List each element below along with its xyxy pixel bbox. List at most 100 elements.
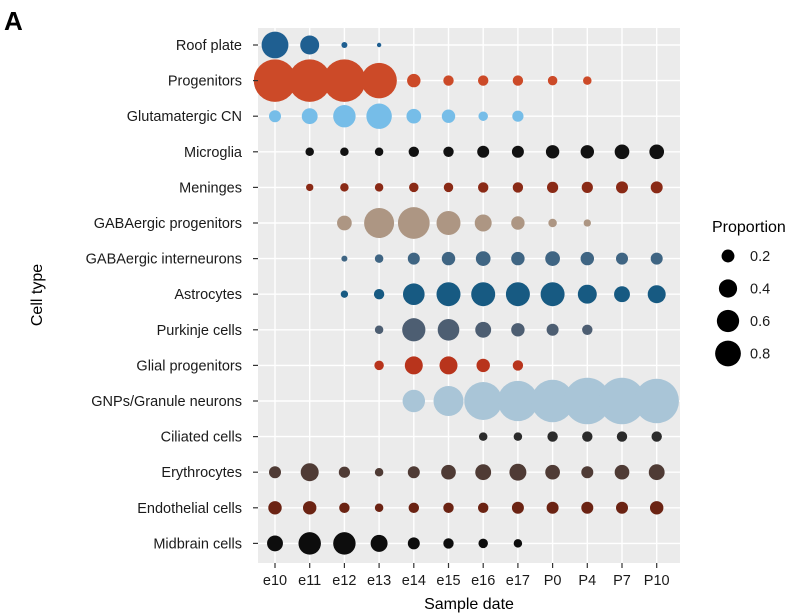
panel-letter: A <box>4 6 23 36</box>
data-point <box>478 538 488 549</box>
data-point <box>269 110 281 123</box>
data-point <box>511 145 524 158</box>
data-point <box>648 464 665 481</box>
data-point <box>443 75 454 86</box>
data-point <box>616 181 628 194</box>
data-point <box>647 285 666 304</box>
data-points <box>253 31 679 555</box>
data-point <box>540 282 565 307</box>
data-point <box>361 62 397 99</box>
data-point <box>477 145 490 158</box>
data-point <box>548 218 557 228</box>
legend-label: 0.8 <box>750 347 770 363</box>
data-point <box>300 463 319 482</box>
data-point <box>306 183 314 192</box>
legend-symbol <box>715 340 741 367</box>
data-point <box>509 463 527 481</box>
data-point <box>580 145 595 159</box>
data-point <box>267 535 283 552</box>
x-tick-label: P10 <box>644 573 670 589</box>
data-point <box>531 379 574 423</box>
data-point <box>511 216 525 230</box>
data-point <box>512 110 524 122</box>
data-point <box>545 251 560 266</box>
y-tick-label: Erythrocytes <box>161 465 242 481</box>
data-point <box>512 182 524 193</box>
data-point <box>407 466 420 479</box>
y-tick-label: Glial progenitors <box>136 358 242 374</box>
data-point <box>374 467 384 477</box>
y-tick-label: Endothelial cells <box>137 501 242 517</box>
legend: Proportion 0.2 0.4 0.6 0.8 <box>712 219 786 367</box>
x-tick-label: P7 <box>613 573 631 589</box>
legend-title: Proportion <box>712 219 786 236</box>
data-point <box>366 103 392 129</box>
data-point <box>436 211 461 235</box>
data-point <box>337 215 352 231</box>
data-point <box>546 181 559 194</box>
x-tick-label: e15 <box>436 573 460 589</box>
data-point <box>373 289 385 300</box>
data-point <box>577 284 597 304</box>
plot-panel <box>258 28 680 563</box>
data-point <box>323 59 366 102</box>
data-point <box>374 325 384 335</box>
data-point <box>338 466 351 478</box>
data-point <box>564 377 611 425</box>
data-point <box>478 75 489 86</box>
x-tick-label: P4 <box>578 573 596 589</box>
data-point <box>341 42 348 48</box>
y-tick-label: GNPs/Granule neurons <box>91 394 242 410</box>
data-point <box>341 255 348 262</box>
x-tick-label: e14 <box>402 573 426 589</box>
data-point <box>614 144 630 160</box>
data-point <box>253 59 297 102</box>
data-point <box>364 208 395 238</box>
data-point <box>407 537 420 550</box>
data-point <box>582 324 593 335</box>
data-point <box>475 251 491 266</box>
data-point <box>333 532 356 555</box>
data-point <box>441 109 456 123</box>
legend-label: 0.6 <box>750 314 770 330</box>
data-point <box>340 183 349 192</box>
data-point <box>583 76 592 85</box>
data-point <box>650 252 663 265</box>
data-point <box>634 378 679 424</box>
data-point <box>370 534 388 552</box>
data-point <box>408 146 419 157</box>
data-point <box>374 183 384 192</box>
data-point <box>581 466 594 479</box>
data-point <box>439 356 458 375</box>
data-point <box>441 251 456 266</box>
data-point <box>443 146 454 157</box>
data-point <box>513 539 523 548</box>
data-point <box>441 464 456 480</box>
data-point <box>475 321 492 338</box>
data-point <box>583 219 591 227</box>
data-point <box>581 501 594 514</box>
data-point <box>511 251 525 266</box>
legend-label: 0.4 <box>750 282 770 298</box>
y-tick-label: Purkinje cells <box>157 323 242 339</box>
data-point <box>614 286 630 303</box>
data-point <box>505 282 530 307</box>
data-point <box>397 207 430 239</box>
data-point <box>649 501 664 515</box>
data-point <box>478 502 489 513</box>
y-tick-label: Midbrain cells <box>153 536 242 552</box>
y-tick-label: Ciliated cells <box>161 430 242 446</box>
data-point <box>407 252 420 265</box>
data-point <box>616 501 628 514</box>
x-tick-label: e13 <box>367 573 391 589</box>
x-axis-ticks: e10 e11 e12 e13 e14 e15 e16 e17 P0 P4 P7 P10 <box>263 563 670 589</box>
data-point <box>598 377 646 425</box>
data-point <box>464 382 503 420</box>
data-point <box>650 181 663 194</box>
data-point <box>512 75 524 86</box>
data-point <box>476 358 490 373</box>
data-point <box>305 147 314 157</box>
data-point <box>616 252 628 265</box>
data-point <box>546 323 559 336</box>
